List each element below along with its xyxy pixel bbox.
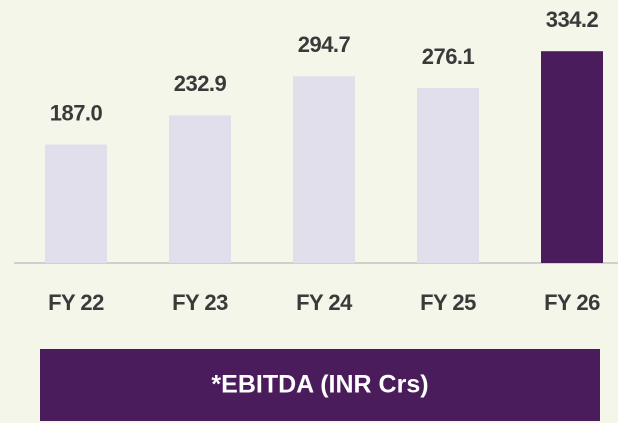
value-label: 276.1 <box>422 44 475 69</box>
x-tick-label: FY 22 <box>48 290 104 315</box>
value-label: 294.7 <box>298 32 351 57</box>
value-label: 334.2 <box>546 7 599 32</box>
bar <box>293 76 355 263</box>
title-banner <box>40 349 600 421</box>
x-tick-label: FY 23 <box>172 290 228 315</box>
x-tick-label: FY 26 <box>544 290 600 315</box>
chart-title: *EBITDA (INR Crs) <box>211 371 428 399</box>
x-tick-label: FY 24 <box>296 290 353 315</box>
bar <box>45 144 107 263</box>
x-tick-label: FY 25 <box>420 290 476 315</box>
bar <box>169 115 231 263</box>
bar <box>541 51 603 264</box>
bar <box>417 88 479 263</box>
value-label: 232.9 <box>174 71 227 96</box>
value-label: 187.0 <box>50 100 103 125</box>
